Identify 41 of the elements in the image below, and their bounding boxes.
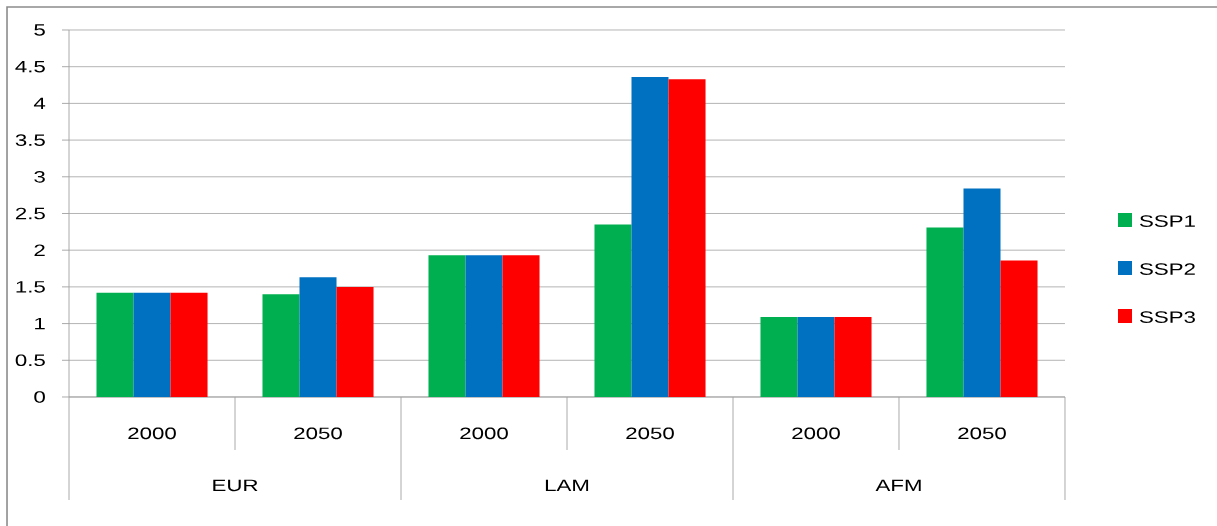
text: EUR <box>213 479 258 492</box>
bar <box>299 277 337 397</box>
y-tick-label: 3 <box>34 170 45 183</box>
bar <box>428 255 466 397</box>
bar <box>465 255 503 397</box>
bar <box>502 255 540 397</box>
y-tick-label: 4 <box>33 97 46 110</box>
bar <box>336 286 374 397</box>
legend-label: SSP3 <box>1139 311 1195 323</box>
bar <box>668 79 706 397</box>
text: AFM <box>875 479 921 491</box>
bar <box>926 227 964 397</box>
legend-label: SSP2 <box>1139 263 1195 275</box>
bar <box>834 316 872 397</box>
y-tick-label: 2 <box>34 244 45 256</box>
y-tick-label: 0 <box>34 391 45 403</box>
y-tick-label: 1.5 <box>16 281 45 293</box>
y-tick-label: 2.5 <box>15 207 45 220</box>
bar <box>594 224 632 397</box>
bar <box>1000 260 1038 397</box>
bar <box>133 292 171 397</box>
bar <box>170 292 208 397</box>
bar <box>797 316 835 397</box>
bar <box>262 294 300 397</box>
y-tick-label: 4.5 <box>15 60 45 73</box>
bar <box>96 292 134 397</box>
x-tick-label: 2000 <box>460 427 508 440</box>
y-tick-label: 0.5 <box>15 354 45 367</box>
y-tick-label: 1 <box>35 317 45 330</box>
bar <box>631 76 669 397</box>
x-tick-label: 2050 <box>294 427 342 440</box>
x-tick-label: 2050 <box>958 427 1006 440</box>
bar <box>760 316 798 397</box>
x-tick-label: 2000 <box>792 427 840 440</box>
x-tick-label: 2050 <box>626 427 674 440</box>
x-tick-label: 2000 <box>128 427 176 440</box>
bar <box>963 188 1001 397</box>
legend-label: SSP1 <box>1139 215 1195 227</box>
text: LAM <box>545 479 589 491</box>
y-tick-label: 3.5 <box>15 134 45 146</box>
y-tick-label: 5 <box>34 24 45 36</box>
